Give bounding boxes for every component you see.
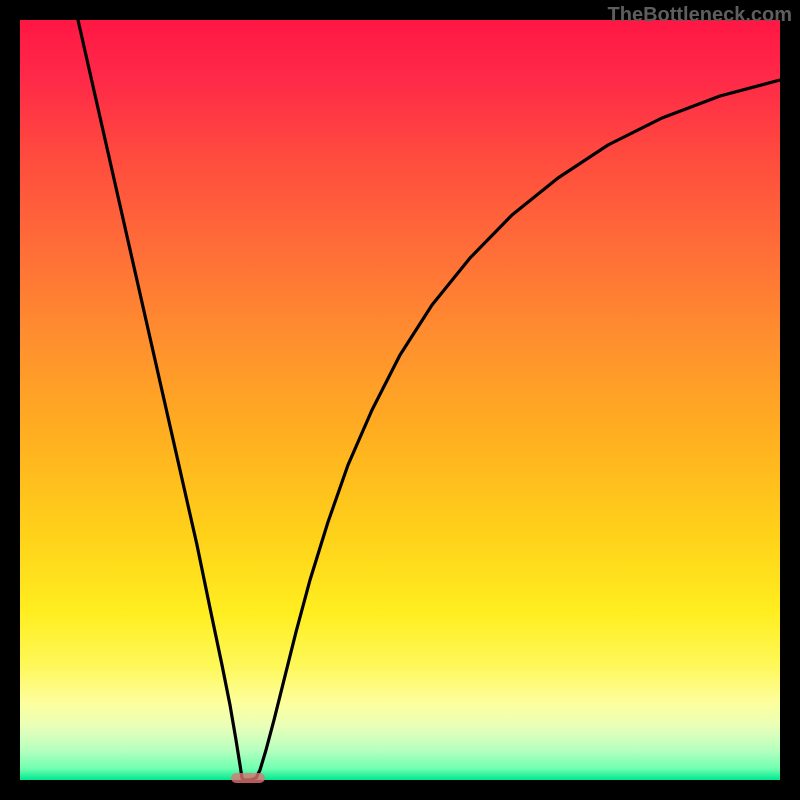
plot-background	[20, 20, 780, 780]
watermark-text: TheBottleneck.com	[608, 4, 792, 27]
min-marker	[231, 773, 265, 783]
chart-svg	[0, 0, 800, 800]
chart-container: TheBottleneck.com	[0, 0, 800, 800]
